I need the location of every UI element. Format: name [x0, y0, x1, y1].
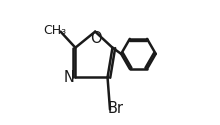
Text: Br: Br [108, 101, 124, 116]
Text: O: O [91, 31, 102, 46]
Text: CH₃: CH₃ [43, 24, 67, 38]
Text: N: N [63, 70, 74, 85]
